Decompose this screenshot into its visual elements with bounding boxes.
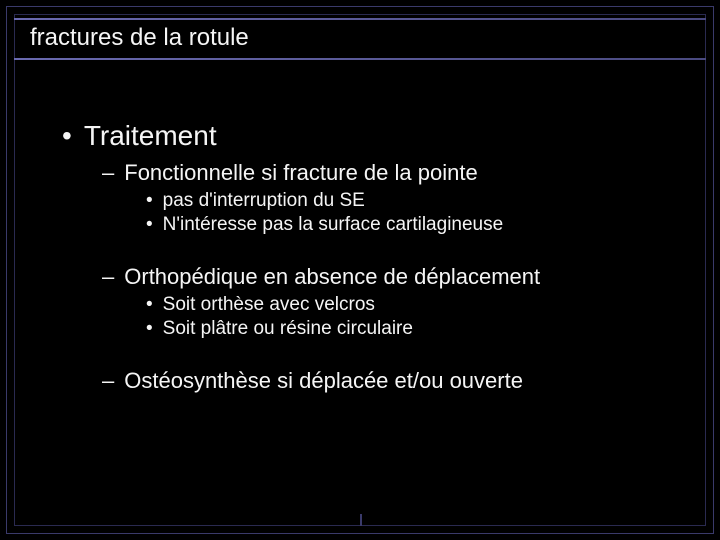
- level1-item: • Traitement: [62, 120, 680, 152]
- level3-text: Soit plâtre ou résine circulaire: [163, 318, 413, 340]
- level2-item: – Fonctionnelle si fracture de la pointe: [102, 160, 680, 186]
- level3-text: Soit orthèse avec velcros: [163, 294, 375, 316]
- level3-item: • N'intéresse pas la surface cartilagine…: [146, 214, 680, 236]
- slide-title: fractures de la rotule: [30, 24, 249, 52]
- slide-content: • Traitement – Fonctionnelle si fracture…: [62, 120, 680, 398]
- title-rule-bottom: [14, 58, 706, 60]
- level3-text: N'intéresse pas la surface cartilagineus…: [163, 214, 504, 236]
- level3-text: pas d'interruption du SE: [163, 190, 365, 212]
- bullet-icon: •: [62, 120, 72, 152]
- title-rule-top: [14, 18, 706, 20]
- bullet-icon: •: [146, 318, 153, 340]
- level2-item: – Ostéosynthèse si déplacée et/ou ouvert…: [102, 368, 680, 394]
- bullet-icon: •: [146, 294, 153, 316]
- dash-icon: –: [102, 160, 114, 186]
- bullet-icon: •: [146, 190, 153, 212]
- bullet-icon: •: [146, 214, 153, 236]
- level1-text: Traitement: [84, 120, 217, 152]
- level3-item: • pas d'interruption du SE: [146, 190, 680, 212]
- level2-text: Orthopédique en absence de déplacement: [124, 264, 540, 290]
- bottom-tick-icon: [360, 514, 362, 526]
- dash-icon: –: [102, 264, 114, 290]
- level2-item: – Orthopédique en absence de déplacement: [102, 264, 680, 290]
- level2-text: Fonctionnelle si fracture de la pointe: [124, 160, 477, 186]
- level3-item: • Soit plâtre ou résine circulaire: [146, 318, 680, 340]
- slide: fractures de la rotule • Traitement – Fo…: [0, 0, 720, 540]
- dash-icon: –: [102, 368, 114, 394]
- level3-item: • Soit orthèse avec velcros: [146, 294, 680, 316]
- level2-text: Ostéosynthèse si déplacée et/ou ouverte: [124, 368, 523, 394]
